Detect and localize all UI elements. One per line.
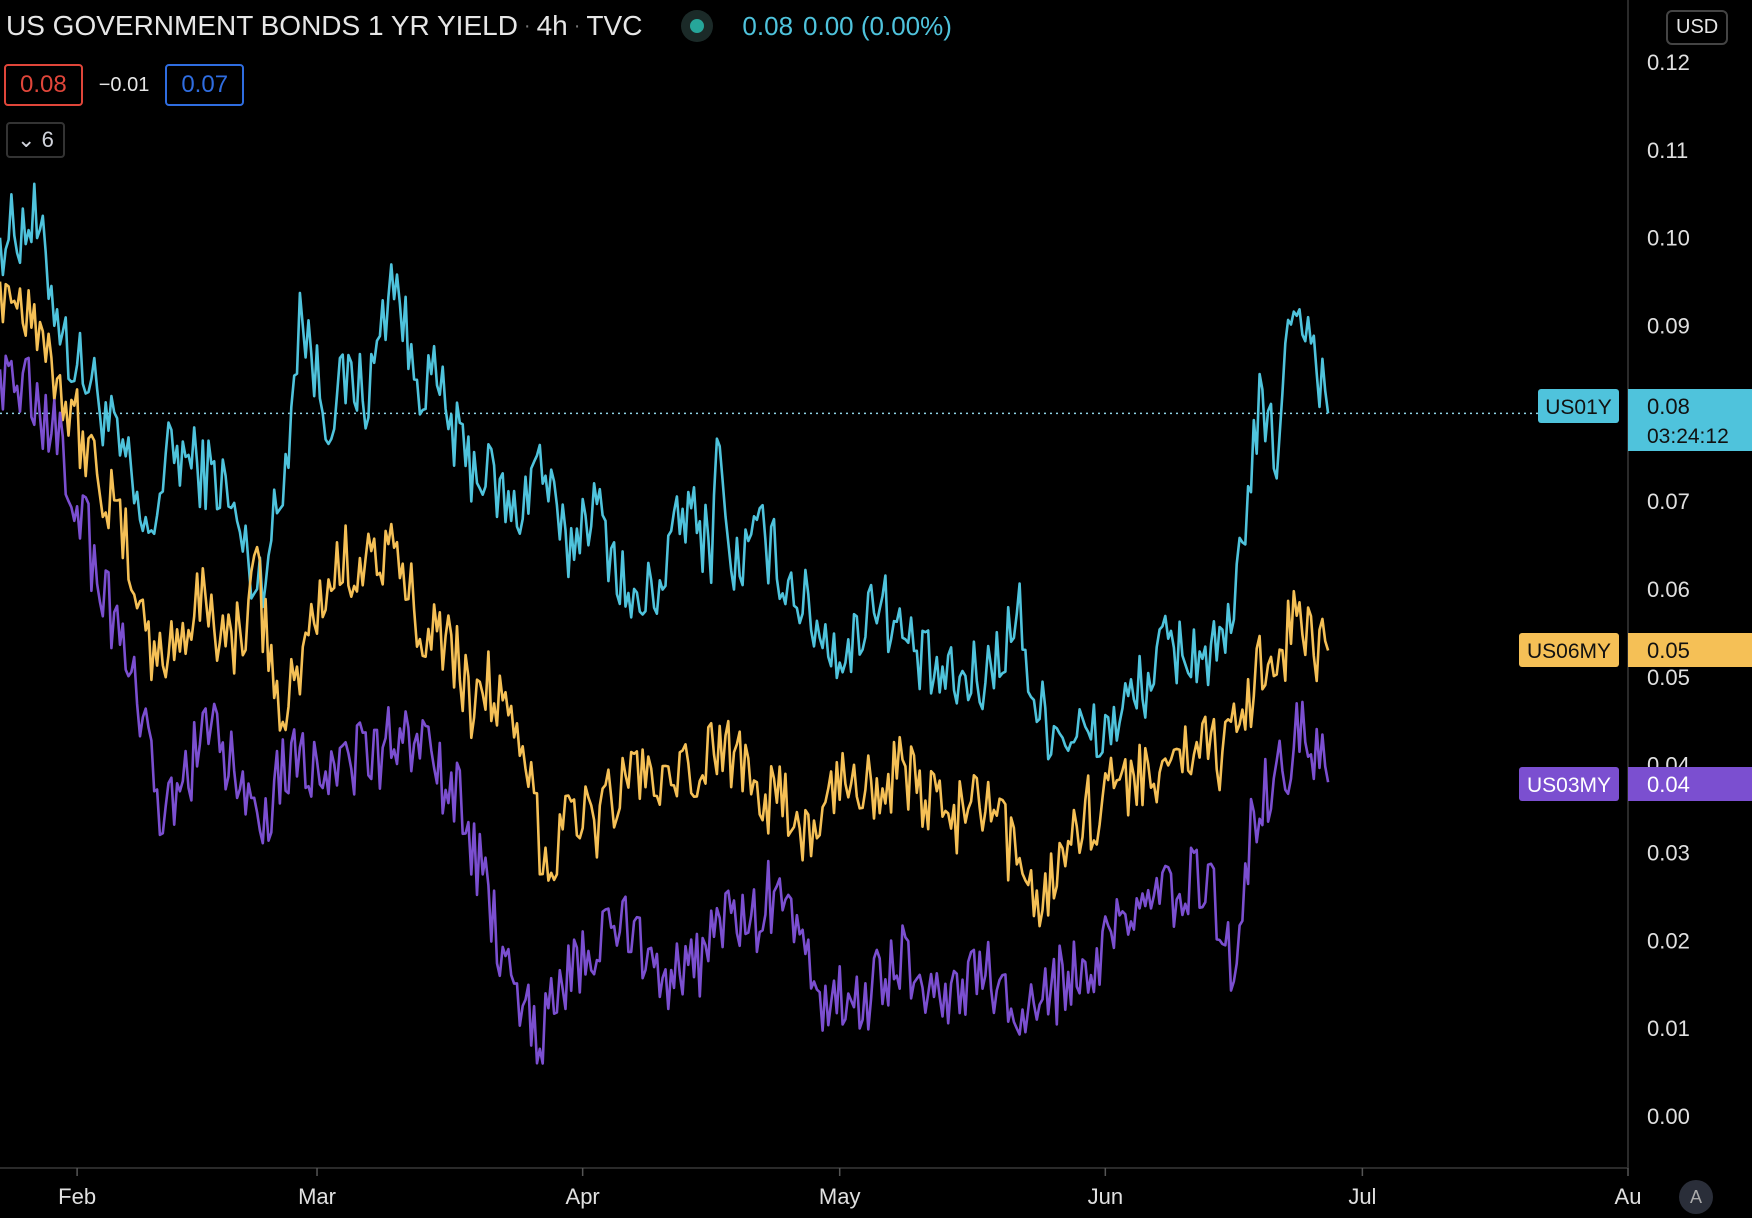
series-price-tag xyxy=(1628,767,1752,801)
y-tick-label: 0.02 xyxy=(1647,928,1690,953)
series-price-label: 0.04 xyxy=(1647,772,1690,797)
currency-button[interactable]: USD xyxy=(1666,10,1729,45)
y-tick-label: 0.12 xyxy=(1647,50,1690,75)
spread-value: −0.01 xyxy=(98,73,150,96)
chart-header: US GOVERNMENT BONDS 1 YR YIELD · 4h · TV… xyxy=(6,10,952,42)
x-tick-label: Jun xyxy=(1088,1184,1123,1209)
x-tick-label: Feb xyxy=(58,1184,96,1209)
indicator-count: 6 xyxy=(41,127,54,152)
y-tick-label: 0.00 xyxy=(1647,1104,1690,1129)
source-label: TVC xyxy=(586,10,643,41)
y-tick-label: 0.06 xyxy=(1647,577,1690,602)
series-name-tag xyxy=(1519,767,1619,801)
x-tick-label: May xyxy=(819,1184,861,1209)
x-tick-label: Mar xyxy=(298,1184,336,1209)
sell-price-badge[interactable]: 0.08 xyxy=(4,64,83,106)
series-price-label: 0.08 xyxy=(1647,394,1690,419)
series-price-label: 0.05 xyxy=(1647,638,1690,663)
y-tick-label: 0.10 xyxy=(1647,226,1690,251)
series-name-label: US03MY xyxy=(1527,774,1611,797)
bar-countdown-label: 03:24:12 xyxy=(1647,425,1729,448)
last-price: 0.08 xyxy=(742,10,794,41)
price-change: 0.00 (0.00%) xyxy=(803,10,952,41)
symbol-title[interactable]: US GOVERNMENT BONDS 1 YR YIELD xyxy=(6,10,518,41)
y-tick-label: 0.03 xyxy=(1647,841,1690,866)
x-tick-label: Apr xyxy=(566,1184,600,1209)
buy-price-badge[interactable]: 0.07 xyxy=(165,64,245,106)
series-line-us03my[interactable] xyxy=(0,354,1330,1065)
series-name-label: US06MY xyxy=(1527,640,1611,663)
series-name-tag xyxy=(1519,633,1619,667)
x-tick-label: Jul xyxy=(1348,1184,1376,1209)
y-tick-label: 0.09 xyxy=(1647,314,1690,339)
y-tick-label: 0.05 xyxy=(1647,665,1690,690)
indicators-collapse-button[interactable]: ⌄ 6 xyxy=(6,122,65,158)
y-tick-label: 0.01 xyxy=(1647,1016,1690,1041)
separator-dot: · xyxy=(573,14,581,37)
series-line-us06my[interactable] xyxy=(0,281,1330,928)
x-tick-label: Au xyxy=(1615,1184,1642,1209)
market-status-icon[interactable] xyxy=(690,19,705,33)
chevron-down-icon: ⌄ xyxy=(17,127,36,152)
auto-scale-button[interactable]: A xyxy=(1679,1180,1713,1214)
separator-dot: · xyxy=(523,14,531,37)
series-name-tag xyxy=(1538,389,1619,423)
interval-label[interactable]: 4h xyxy=(536,10,568,41)
series-name-label: US01Y xyxy=(1545,396,1612,419)
y-tick-label: 0.07 xyxy=(1647,489,1690,514)
series-price-tag xyxy=(1628,389,1752,451)
y-tick-label: 0.11 xyxy=(1647,138,1688,163)
series-line-us01y[interactable] xyxy=(0,182,1330,761)
price-badges: 0.08 −0.01 0.07 xyxy=(4,64,245,106)
series-price-tag xyxy=(1628,633,1752,667)
